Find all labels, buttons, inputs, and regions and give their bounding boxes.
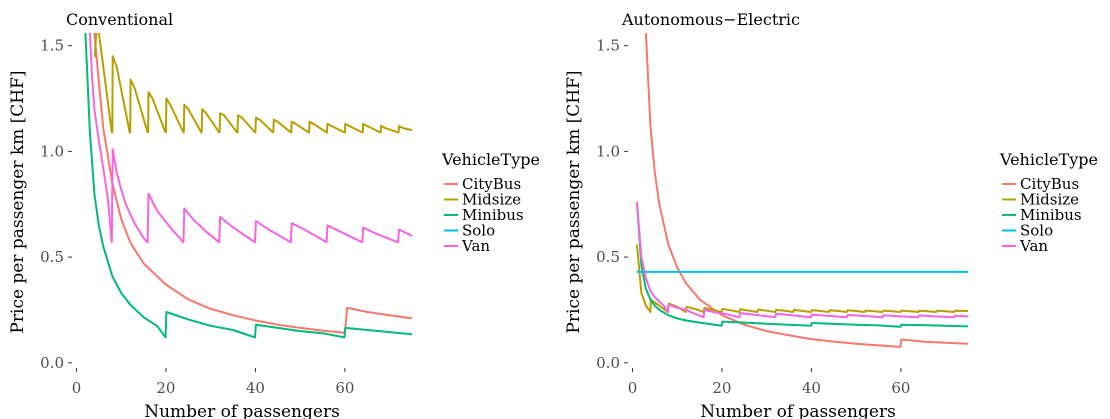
chart-title: Autonomous−Electric	[621, 10, 800, 29]
x-ticks: 0 20 40 60	[628, 368, 910, 397]
x-tick-label: 60	[891, 379, 910, 397]
y-tick-label: 0.0	[596, 354, 620, 372]
legend-label-solo: Solo	[462, 222, 495, 240]
x-tick-label: 0	[628, 379, 638, 397]
legend-label-solo: Solo	[1020, 222, 1053, 240]
x-ticks: 0 20 40 60	[72, 368, 354, 397]
panel-conventional: Conventional Price per passenger km [CHF…	[8, 10, 540, 419]
legend-label-minibus: Minibus	[462, 206, 524, 224]
legend-label-citybus: CityBus	[1020, 175, 1079, 193]
y-tick-label: 1.0	[596, 142, 620, 160]
legend-label-van: Van	[1019, 237, 1048, 255]
x-tick-label: 20	[712, 379, 731, 397]
series-line-van	[635, 202, 968, 319]
series-line-citybus	[93, 33, 412, 334]
y-tick-label: 1.5	[596, 37, 620, 55]
series-lines	[635, 33, 968, 348]
series-lines	[84, 33, 412, 339]
legend-label-van: Van	[461, 237, 490, 255]
x-tick-label: 20	[156, 379, 175, 397]
legend-label-minibus: Minibus	[1020, 206, 1082, 224]
series-line-minibus	[84, 33, 412, 339]
x-axis-label: Number of passengers	[144, 402, 340, 419]
series-line-van	[88, 33, 412, 244]
panel-autonomous-electric: Autonomous−Electric Price per passenger …	[564, 10, 1098, 419]
y-tick-label: 0.0	[40, 354, 64, 372]
legend-title: VehicleType	[999, 150, 1098, 169]
legend-label-midsize: Midsize	[462, 191, 521, 209]
series-line-midsize	[93, 33, 412, 134]
y-axis-label: Price per passenger km [CHF]	[8, 70, 28, 333]
y-tick-label: 1.0	[40, 142, 64, 160]
y-tick-label: 0.5	[596, 248, 620, 266]
x-tick-label: 0	[72, 379, 82, 397]
x-axis-label: Number of passengers	[700, 402, 896, 419]
x-tick-label: 40	[246, 379, 265, 397]
series-line-minibus	[635, 202, 968, 328]
series-line-midsize	[635, 244, 968, 313]
legend-label-citybus: CityBus	[462, 175, 521, 193]
y-ticks: 0.0 0.5 1.0 1.5	[596, 37, 628, 372]
x-tick-label: 40	[802, 379, 821, 397]
y-tick-label: 1.5	[40, 37, 64, 55]
legend-label-midsize: Midsize	[1020, 191, 1079, 209]
chart-title: Conventional	[66, 10, 173, 29]
y-axis-label: Price per passenger km [CHF]	[564, 70, 584, 333]
y-ticks: 0.0 0.5 1.0 1.5	[40, 37, 72, 372]
legend-title: VehicleType	[441, 150, 540, 169]
x-tick-label: 60	[335, 379, 354, 397]
series-line-citybus	[644, 33, 968, 348]
y-tick-label: 0.5	[40, 248, 64, 266]
